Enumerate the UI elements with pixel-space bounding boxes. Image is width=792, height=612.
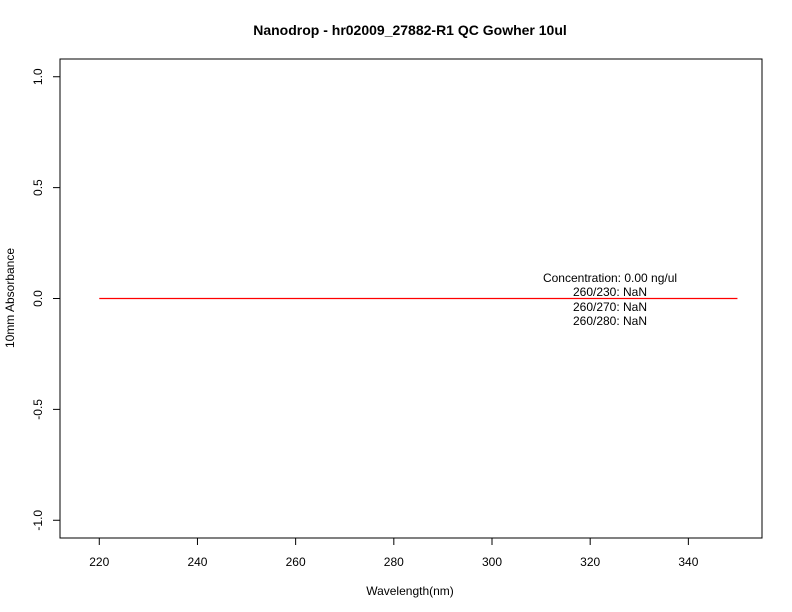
y-tick-label: 0.0 xyxy=(31,290,45,307)
y-axis-label: 10mm Absorbance xyxy=(3,248,17,348)
chart-title: Nanodrop - hr02009_27882-R1 QC Gowher 10… xyxy=(253,22,567,38)
y-tick-label: -1.0 xyxy=(31,510,45,531)
x-tick-label: 340 xyxy=(678,555,698,569)
y-axis: 1.0 0.5 0.0 -0.5 -1.0 xyxy=(31,68,61,531)
x-tick-label: 320 xyxy=(580,555,600,569)
x-axis-label: Wavelength(nm) xyxy=(366,584,454,598)
x-axis: 220 240 260 280 300 320 340 xyxy=(89,537,699,569)
y-tick-label: 1.0 xyxy=(31,68,45,85)
x-tick-label: 220 xyxy=(89,555,109,569)
annotation-concentration: Concentration: 0.00 ng/ul xyxy=(543,271,677,285)
x-tick-label: 300 xyxy=(482,555,502,569)
annotation-ratio-260-270: 260/270: NaN xyxy=(573,300,647,314)
x-tick-label: 280 xyxy=(384,555,404,569)
x-tick-label: 260 xyxy=(286,555,306,569)
y-tick-label: -0.5 xyxy=(31,399,45,420)
x-tick-label: 240 xyxy=(187,555,207,569)
annotation-ratio-260-280: 260/280: NaN xyxy=(573,314,647,328)
y-tick-label: 0.5 xyxy=(31,179,45,196)
annotation-ratio-260-230: 260/230: NaN xyxy=(573,285,647,299)
